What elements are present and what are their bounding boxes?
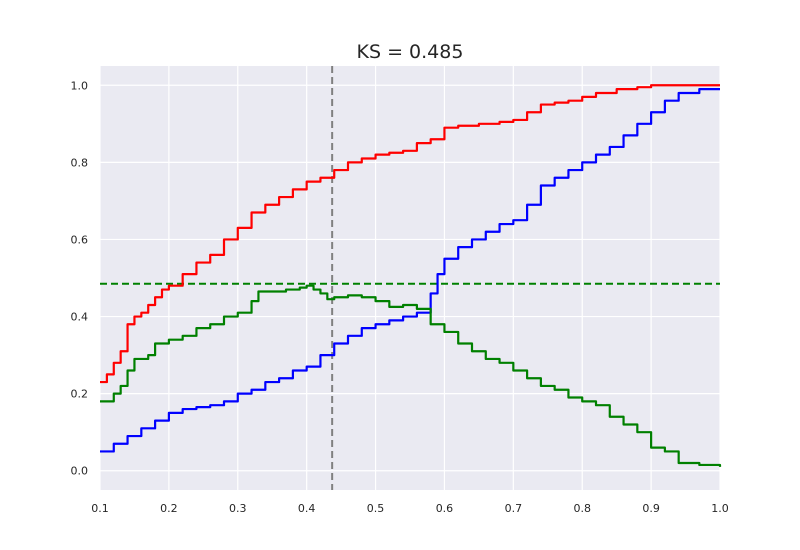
y-axis-ticks: 0.0 0.2 0.4 0.6 0.8 1.0 (71, 79, 89, 477)
series-group (100, 84, 722, 467)
x-tick-label: 0.5 (367, 502, 385, 515)
series-line-2 (100, 284, 722, 467)
x-tick-label: 0.9 (642, 502, 660, 515)
x-tick-label: 0.1 (91, 502, 109, 515)
series-line-0 (100, 84, 720, 384)
x-tick-label: 0.6 (436, 502, 454, 515)
x-tick-label: 0.7 (505, 502, 523, 515)
x-tick-label: 0.8 (573, 502, 591, 515)
y-tick-label: 0.2 (71, 388, 89, 401)
x-tick-label: 0.2 (160, 502, 178, 515)
plot-area (100, 66, 720, 490)
reference-lines (100, 66, 720, 490)
y-tick-label: 0.6 (71, 233, 89, 246)
series-line-1 (100, 88, 720, 453)
y-tick-label: 1.0 (71, 79, 89, 92)
y-tick-label: 0.0 (71, 465, 89, 478)
x-tick-label: 0.3 (229, 502, 247, 515)
x-tick-label: 1.0 (711, 502, 729, 515)
chart-title: KS = 0.485 (357, 41, 464, 63)
y-tick-label: 0.8 (71, 156, 89, 169)
x-axis-ticks: 0.1 0.2 0.3 0.4 0.5 0.6 0.7 0.8 0.9 1.0 (91, 502, 729, 515)
y-tick-label: 0.4 (71, 311, 89, 324)
x-tick-label: 0.4 (298, 502, 316, 515)
